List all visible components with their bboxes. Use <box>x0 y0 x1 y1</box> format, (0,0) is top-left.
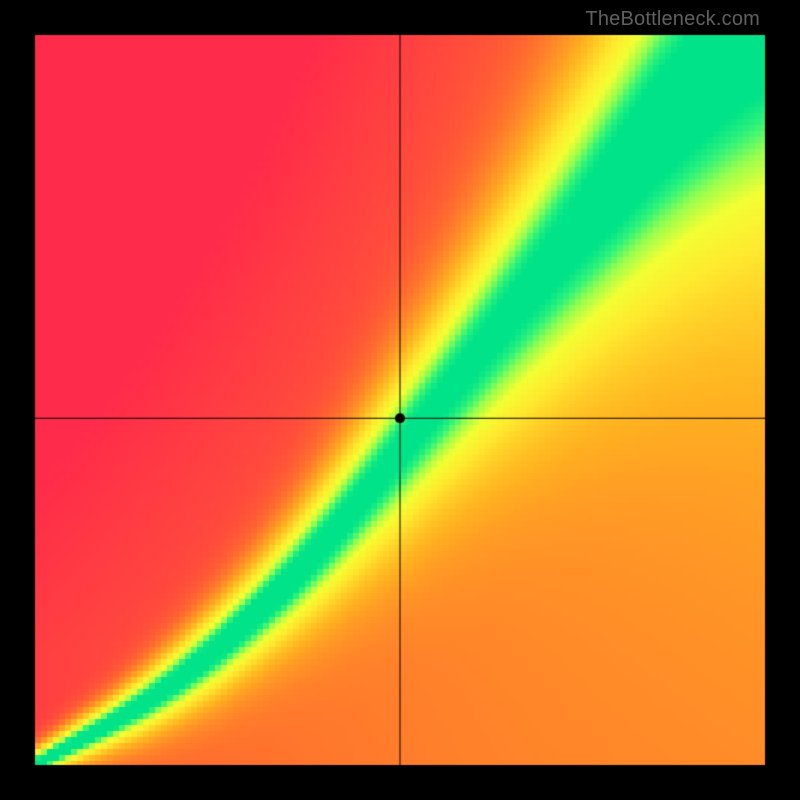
watermark: TheBottleneck.com <box>585 8 760 31</box>
bottleneck-heatmap <box>0 0 800 800</box>
chart-container: { "watermark": "TheBottleneck.com", "cha… <box>0 0 800 800</box>
